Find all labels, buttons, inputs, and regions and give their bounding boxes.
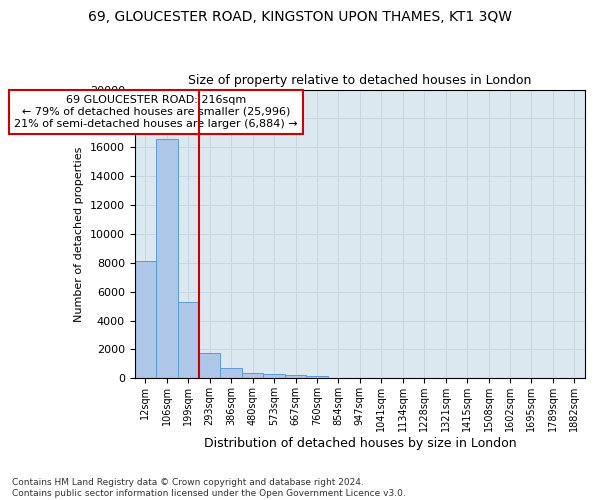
Text: 69, GLOUCESTER ROAD, KINGSTON UPON THAMES, KT1 3QW: 69, GLOUCESTER ROAD, KINGSTON UPON THAME… [88, 10, 512, 24]
Text: Contains HM Land Registry data © Crown copyright and database right 2024.
Contai: Contains HM Land Registry data © Crown c… [12, 478, 406, 498]
Bar [178, 302, 199, 378]
Bar [134, 262, 156, 378]
Bar [263, 374, 285, 378]
Y-axis label: Number of detached properties: Number of detached properties [74, 146, 84, 322]
X-axis label: Distribution of detached houses by size in London: Distribution of detached houses by size … [203, 437, 516, 450]
Bar [242, 373, 263, 378]
Bar [156, 138, 178, 378]
Bar [220, 368, 242, 378]
Title: Size of property relative to detached houses in London: Size of property relative to detached ho… [188, 74, 532, 87]
Bar [199, 353, 220, 378]
Text: 69 GLOUCESTER ROAD: 216sqm
← 79% of detached houses are smaller (25,996)
21% of : 69 GLOUCESTER ROAD: 216sqm ← 79% of deta… [14, 96, 298, 128]
Bar [285, 375, 306, 378]
Bar [306, 376, 328, 378]
